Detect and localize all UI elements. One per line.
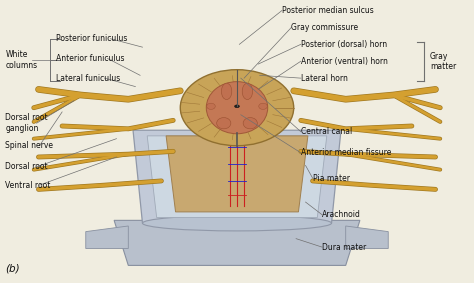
Text: Anterior (ventral) horn: Anterior (ventral) horn xyxy=(301,57,388,66)
Text: Pia mater: Pia mater xyxy=(313,173,350,183)
Text: Spinal nerve: Spinal nerve xyxy=(5,141,54,150)
Ellipse shape xyxy=(143,215,331,231)
Ellipse shape xyxy=(259,103,267,110)
Text: Gray commissure: Gray commissure xyxy=(292,23,358,32)
Ellipse shape xyxy=(180,70,294,146)
Ellipse shape xyxy=(221,83,232,100)
Polygon shape xyxy=(147,136,327,218)
Polygon shape xyxy=(166,136,308,212)
Polygon shape xyxy=(346,226,388,248)
Text: Anterior median fissure: Anterior median fissure xyxy=(301,148,391,157)
Text: Anterior funiculus: Anterior funiculus xyxy=(56,54,125,63)
Text: Arachnoid: Arachnoid xyxy=(322,210,361,219)
Text: Posterior funiculus: Posterior funiculus xyxy=(56,34,128,43)
Ellipse shape xyxy=(217,117,231,129)
Text: Dorsal root: Dorsal root xyxy=(5,162,48,171)
Text: Posterior median sulcus: Posterior median sulcus xyxy=(282,6,374,15)
Text: Dorsal root
ganglion: Dorsal root ganglion xyxy=(5,113,48,133)
Polygon shape xyxy=(133,130,341,223)
Polygon shape xyxy=(114,220,360,265)
Text: White
columns: White columns xyxy=(5,50,37,70)
Ellipse shape xyxy=(235,105,239,108)
Polygon shape xyxy=(86,226,128,248)
Ellipse shape xyxy=(243,117,257,129)
Text: Lateral funiculus: Lateral funiculus xyxy=(56,74,121,83)
Ellipse shape xyxy=(242,83,253,100)
Text: Posterior (dorsal) horn: Posterior (dorsal) horn xyxy=(301,40,387,49)
Text: Lateral horn: Lateral horn xyxy=(301,74,347,83)
Ellipse shape xyxy=(207,103,215,110)
Ellipse shape xyxy=(206,82,268,134)
Text: Ventral root: Ventral root xyxy=(5,181,51,190)
Text: (b): (b) xyxy=(5,264,20,274)
Text: Dura mater: Dura mater xyxy=(322,243,366,252)
Text: Central canal: Central canal xyxy=(301,127,352,136)
Text: Gray
matter: Gray matter xyxy=(430,52,456,71)
